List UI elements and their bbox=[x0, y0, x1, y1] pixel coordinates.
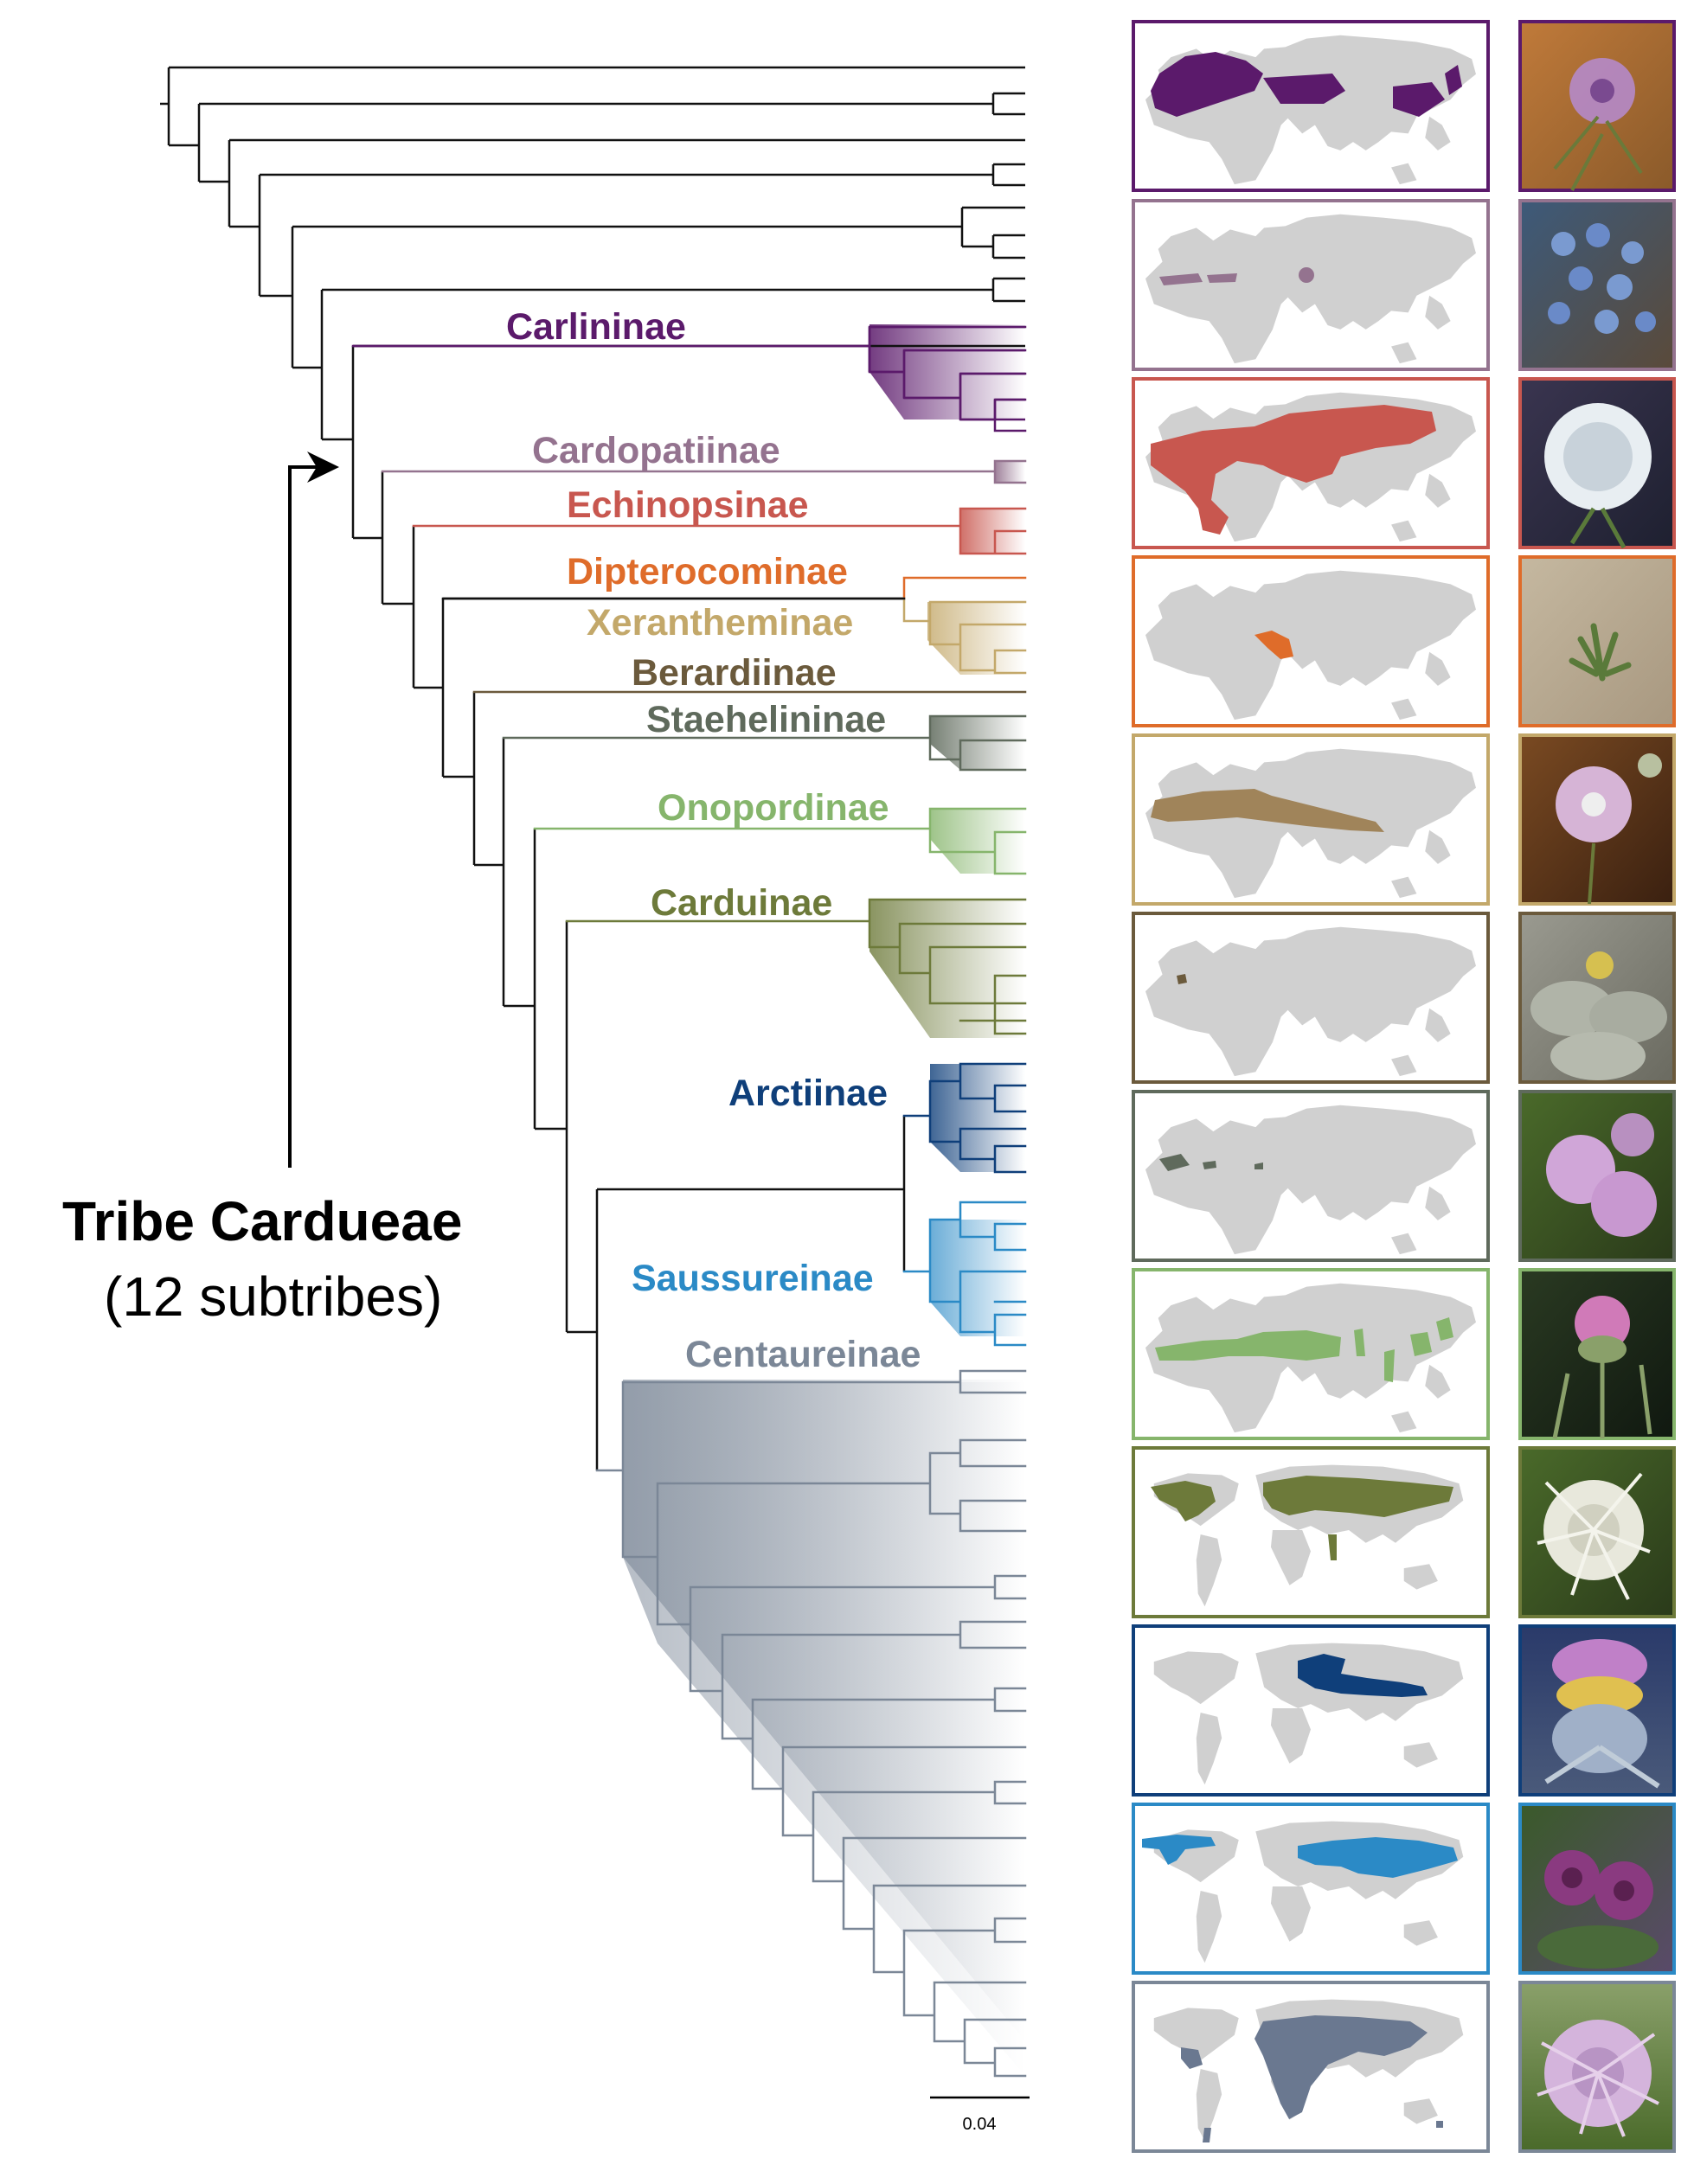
branch-xerantheminae bbox=[902, 597, 1027, 675]
label-arctiinae: Arctiinae bbox=[728, 1073, 888, 1114]
map-echinopsinae bbox=[1132, 377, 1490, 549]
label-carlininae: Carlininae bbox=[506, 306, 686, 348]
map-onopordinae bbox=[1132, 1268, 1490, 1440]
label-centaureinae: Centaureinae bbox=[685, 1334, 921, 1375]
map-carduinae bbox=[1132, 1446, 1490, 1618]
branch-echinopsinae bbox=[412, 507, 1027, 555]
branch-staehelininae bbox=[502, 714, 1027, 772]
branch-dipterocominae bbox=[902, 576, 1027, 600]
branch-onopordinae bbox=[533, 807, 1027, 875]
branch-arctiinae bbox=[902, 1062, 1027, 1174]
photo-dipterocominae bbox=[1518, 555, 1676, 727]
map-staehelininae bbox=[1132, 1090, 1490, 1262]
branch-carduinae bbox=[565, 898, 1027, 1035]
photo-carduinae bbox=[1518, 1446, 1676, 1618]
branch-saussureinae bbox=[902, 1201, 1027, 1347]
label-carduinae: Carduinae bbox=[651, 882, 832, 924]
map-berardiinae bbox=[1132, 912, 1490, 1084]
photo-xerantheminae bbox=[1518, 733, 1676, 906]
photo-berardiinae bbox=[1518, 912, 1676, 1084]
label-cardopatiinae: Cardopatiinae bbox=[532, 430, 780, 471]
photo-onopordinae bbox=[1518, 1268, 1676, 1440]
map-xerantheminae bbox=[1132, 733, 1490, 906]
photo-arctiinae bbox=[1518, 1624, 1676, 1797]
tribe-arrow bbox=[288, 452, 339, 1168]
map-centaureinae bbox=[1132, 1981, 1490, 2153]
label-staehelininae: Staehelininae bbox=[646, 699, 886, 740]
subtribe-labels: Carlininae Cardopatiinae Echinopsinae Di… bbox=[506, 306, 921, 1375]
label-berardiinae: Berardiinae bbox=[632, 652, 837, 694]
map-dipterocominae bbox=[1132, 555, 1490, 727]
distribution-maps bbox=[1132, 20, 1490, 2153]
branch-cardopatiinae bbox=[381, 459, 1027, 484]
centaureinae-shading bbox=[623, 1382, 1025, 2076]
map-saussureinae bbox=[1132, 1803, 1490, 1975]
photo-carlininae bbox=[1518, 20, 1676, 192]
photo-staehelininae bbox=[1518, 1090, 1676, 1262]
map-carlininae bbox=[1132, 20, 1490, 192]
label-dipterocominae: Dipterocominae bbox=[567, 551, 848, 592]
map-cardopatiinae bbox=[1132, 199, 1490, 371]
label-echinopsinae: Echinopsinae bbox=[567, 484, 809, 526]
photo-saussureinae bbox=[1518, 1803, 1676, 1975]
label-xerantheminae: Xerantheminae bbox=[587, 602, 853, 644]
map-arctiinae bbox=[1132, 1624, 1490, 1797]
tribe-subtitle: (12 subtribes) bbox=[104, 1265, 443, 1328]
label-saussureinae: Saussureinae bbox=[632, 1258, 874, 1299]
photo-centaureinae bbox=[1518, 1981, 1676, 2153]
flower-photos bbox=[1518, 20, 1676, 2153]
scale-bar-label: 0.04 bbox=[963, 2115, 997, 2134]
tribe-title: Tribe Cardueae bbox=[62, 1190, 463, 1252]
branch-carlininae bbox=[351, 325, 1027, 432]
label-onopordinae: Onopordinae bbox=[658, 787, 889, 829]
photo-echinopsinae bbox=[1518, 377, 1676, 549]
photo-cardopatiinae bbox=[1518, 199, 1676, 371]
